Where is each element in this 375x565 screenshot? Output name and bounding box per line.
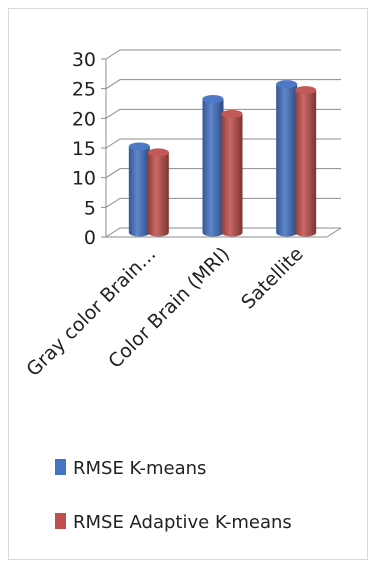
ytick-label: 5: [84, 197, 96, 219]
bar: [128, 142, 150, 237]
x-axis-categories: Gray color Brain…Color Brain (MRI) Satell…: [22, 243, 307, 381]
bar: [221, 109, 243, 237]
ytick-label: 15: [72, 138, 96, 160]
legend-label: RMSE Adaptive K-means: [73, 512, 292, 533]
category-label: Color Brain (MRI): [104, 243, 234, 373]
ytick-label: 20: [72, 108, 96, 130]
gridline-25: [105, 79, 341, 90]
ytick-label: 25: [72, 79, 96, 101]
gridline-15: [105, 138, 341, 149]
legend-label: RMSE K-means: [73, 458, 206, 479]
category-label: Gray color Brain…: [22, 243, 160, 381]
ytick-label: 10: [72, 168, 96, 190]
gridline-10: [105, 168, 341, 179]
gridline-5: [105, 197, 341, 208]
legend: RMSE K-means RMSE Adaptive K-means: [55, 458, 292, 533]
legend-swatch: [55, 459, 66, 475]
bars: [128, 80, 317, 237]
gridline-30: [105, 49, 341, 60]
bar: [202, 95, 224, 237]
ytick-label: 0: [84, 227, 96, 249]
gridline-20: [105, 108, 341, 119]
category-label: Satellite: [237, 243, 308, 314]
floor-edge: [326, 227, 342, 238]
bar: [147, 148, 169, 237]
y-axis-ticks: 0 5 10 15 20 25 30: [72, 49, 96, 249]
chart-frame: 0 5 10 15 20 25 30 Gray color Brain… Color Brai…: [8, 8, 368, 560]
bar-chart: 0 5 10 15 20 25 30 Gray color Brain…Color Brai…: [22, 49, 342, 533]
ytick-label: 30: [72, 49, 96, 71]
bar: [295, 86, 317, 237]
gridline-0: [105, 227, 341, 238]
gridlines: [101, 49, 342, 238]
legend-swatch: [55, 513, 66, 529]
bar: [276, 80, 298, 237]
